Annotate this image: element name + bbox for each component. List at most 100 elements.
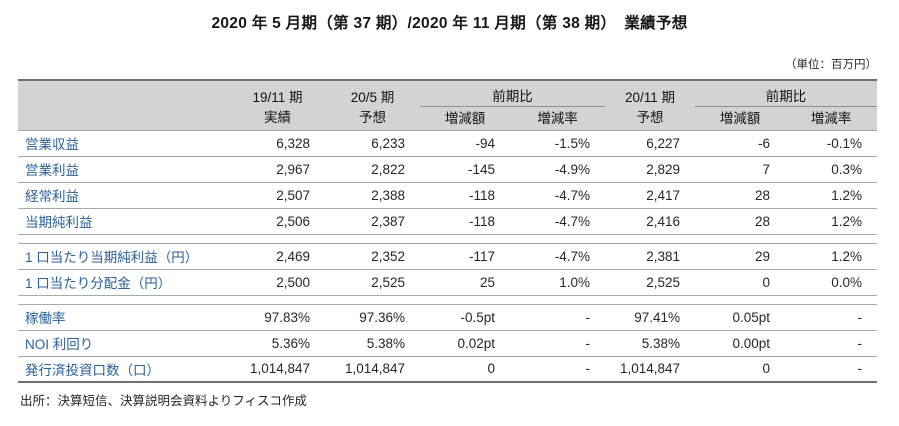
cell-value: 2,967 <box>230 156 325 183</box>
cell-value: -4.7% <box>510 208 605 235</box>
cell-value: 1,014,847 <box>605 356 695 383</box>
cell-value: - <box>785 304 877 331</box>
subheader-delta-amount-1: 増減額 <box>420 106 510 130</box>
cell-value: 1,014,847 <box>230 356 325 383</box>
cell-value: 2,500 <box>230 269 325 296</box>
header-row-periods: 19/11 期 20/5 期 前期比 20/11 期 前期比 <box>18 80 877 130</box>
cell-value: 2,416 <box>605 208 695 235</box>
cell-value: 97.36% <box>325 304 420 331</box>
subheader-forecast-1: 予想 <box>325 106 420 130</box>
subheader-delta-rate-1: 増減率 <box>510 106 605 130</box>
cell-value: 2,822 <box>325 156 420 183</box>
cell-value: 5.38% <box>605 330 695 357</box>
cell-value: 6,233 <box>325 130 420 157</box>
cell-value: 0.00pt <box>695 330 785 357</box>
cell-value: -94 <box>420 130 510 157</box>
column-header-19-11: 19/11 期 <box>230 80 325 106</box>
table-header: 19/11 期 20/5 期 前期比 20/11 期 前期比 実績 予想 増減額… <box>18 80 877 130</box>
section-spacer <box>18 295 877 305</box>
cell-value: -0.5pt <box>420 304 510 331</box>
header-empty-label <box>18 80 230 130</box>
row-label: 1 口当たり当期純利益（円） <box>18 243 230 270</box>
cell-value: 5.36% <box>230 330 325 357</box>
unit-note: （単位：百万円） <box>785 59 877 71</box>
cell-value: -1.5% <box>510 130 605 157</box>
cell-value: -118 <box>420 182 510 209</box>
cell-value: -0.1% <box>785 130 877 157</box>
section-spacer <box>18 234 877 244</box>
cell-value: 25 <box>420 269 510 296</box>
cell-value: 2,507 <box>230 182 325 209</box>
cell-value: 2,469 <box>230 243 325 270</box>
cell-value: 0 <box>695 269 785 296</box>
table-row-distribution-per-unit: 1 口当たり分配金（円） 2,500 2,525 25 1.0% 2,525 0… <box>18 269 877 296</box>
table-row-operating-income: 営業利益 2,967 2,822 -145 -4.9% 2,829 7 0.3% <box>18 156 877 183</box>
cell-value: -4.7% <box>510 182 605 209</box>
cell-value: -4.9% <box>510 156 605 183</box>
forecast-table: 19/11 期 20/5 期 前期比 20/11 期 前期比 実績 予想 増減額… <box>18 79 877 383</box>
row-label: 発行済投資口数（口） <box>18 356 230 383</box>
cell-value: 0 <box>420 356 510 383</box>
cell-value: 2,417 <box>605 182 695 209</box>
cell-value: 2,525 <box>605 269 695 296</box>
report-page: 2020 年 5 月期（第 37 期）/2020 年 11 月期（第 38 期）… <box>0 11 899 426</box>
cell-value: 2,387 <box>325 208 420 235</box>
cell-value: 2,381 <box>605 243 695 270</box>
cell-value: - <box>785 330 877 357</box>
row-label: 稼働率 <box>18 304 230 331</box>
table-row-units-outstanding: 発行済投資口数（口） 1,014,847 1,014,847 0 - 1,014… <box>18 356 877 383</box>
cell-value: 2,388 <box>325 182 420 209</box>
cell-value: -118 <box>420 208 510 235</box>
cell-value: 0.02pt <box>420 330 510 357</box>
cell-value: - <box>510 304 605 331</box>
table-row-net-income: 当期純利益 2,506 2,387 -118 -4.7% 2,416 28 1.… <box>18 208 877 235</box>
cell-value: 2,525 <box>325 269 420 296</box>
cell-value: 2,829 <box>605 156 695 183</box>
page-title: 2020 年 5 月期（第 37 期）/2020 年 11 月期（第 38 期）… <box>211 15 688 32</box>
cell-value: 1.2% <box>785 208 877 235</box>
table-row-net-income-per-unit: 1 口当たり当期純利益（円） 2,469 2,352 -117 -4.7% 2,… <box>18 243 877 270</box>
cell-value: - <box>510 330 605 357</box>
cell-value: 2,352 <box>325 243 420 270</box>
cell-value: 28 <box>695 182 785 209</box>
cell-value: 5.38% <box>325 330 420 357</box>
column-header-20-5: 20/5 期 <box>325 80 420 106</box>
cell-value: -6 <box>695 130 785 157</box>
cell-value: 0.05pt <box>695 304 785 331</box>
row-label: 1 口当たり分配金（円） <box>18 269 230 296</box>
subheader-actual: 実績 <box>230 106 325 130</box>
row-label: 当期純利益 <box>18 208 230 235</box>
cell-value: -145 <box>420 156 510 183</box>
cell-value: 1.0% <box>510 269 605 296</box>
cell-value: -117 <box>420 243 510 270</box>
column-header-20-11: 20/11 期 <box>605 80 695 106</box>
row-label: 営業収益 <box>18 130 230 157</box>
cell-value: 0.3% <box>785 156 877 183</box>
row-label: 営業利益 <box>18 156 230 183</box>
table-row-operating-revenue: 営業収益 6,328 6,233 -94 -1.5% 6,227 -6 -0.1… <box>18 130 877 157</box>
header-row-subs: 実績 予想 増減額 増減率 予想 増減額 増減率 <box>18 106 877 130</box>
cell-value: 0 <box>695 356 785 383</box>
cell-value: 0.0% <box>785 269 877 296</box>
cell-value: - <box>510 356 605 383</box>
cell-value: 28 <box>695 208 785 235</box>
table-body: 営業収益 6,328 6,233 -94 -1.5% 6,227 -6 -0.1… <box>18 130 877 383</box>
cell-value: -4.7% <box>510 243 605 270</box>
table-row-occupancy-rate: 稼働率 97.83% 97.36% -0.5pt - 97.41% 0.05pt… <box>18 304 877 331</box>
subheader-delta-amount-2: 増減額 <box>695 106 785 130</box>
column-header-comparison-1: 前期比 <box>420 80 605 107</box>
cell-value: 7 <box>695 156 785 183</box>
cell-value: 1,014,847 <box>325 356 420 383</box>
subheader-delta-rate-2: 増減率 <box>785 106 877 130</box>
cell-value: 97.83% <box>230 304 325 331</box>
cell-value: 6,227 <box>605 130 695 157</box>
row-label: 経常利益 <box>18 182 230 209</box>
cell-value: 6,328 <box>230 130 325 157</box>
cell-value: 97.41% <box>605 304 695 331</box>
cell-value: - <box>785 356 877 383</box>
cell-value: 1.2% <box>785 182 877 209</box>
table-row-noi-yield: NOI 利回り 5.36% 5.38% 0.02pt - 5.38% 0.00p… <box>18 330 877 357</box>
table-row-ordinary-income: 経常利益 2,507 2,388 -118 -4.7% 2,417 28 1.2… <box>18 182 877 209</box>
cell-value: 29 <box>695 243 785 270</box>
column-header-comparison-2: 前期比 <box>695 80 877 107</box>
